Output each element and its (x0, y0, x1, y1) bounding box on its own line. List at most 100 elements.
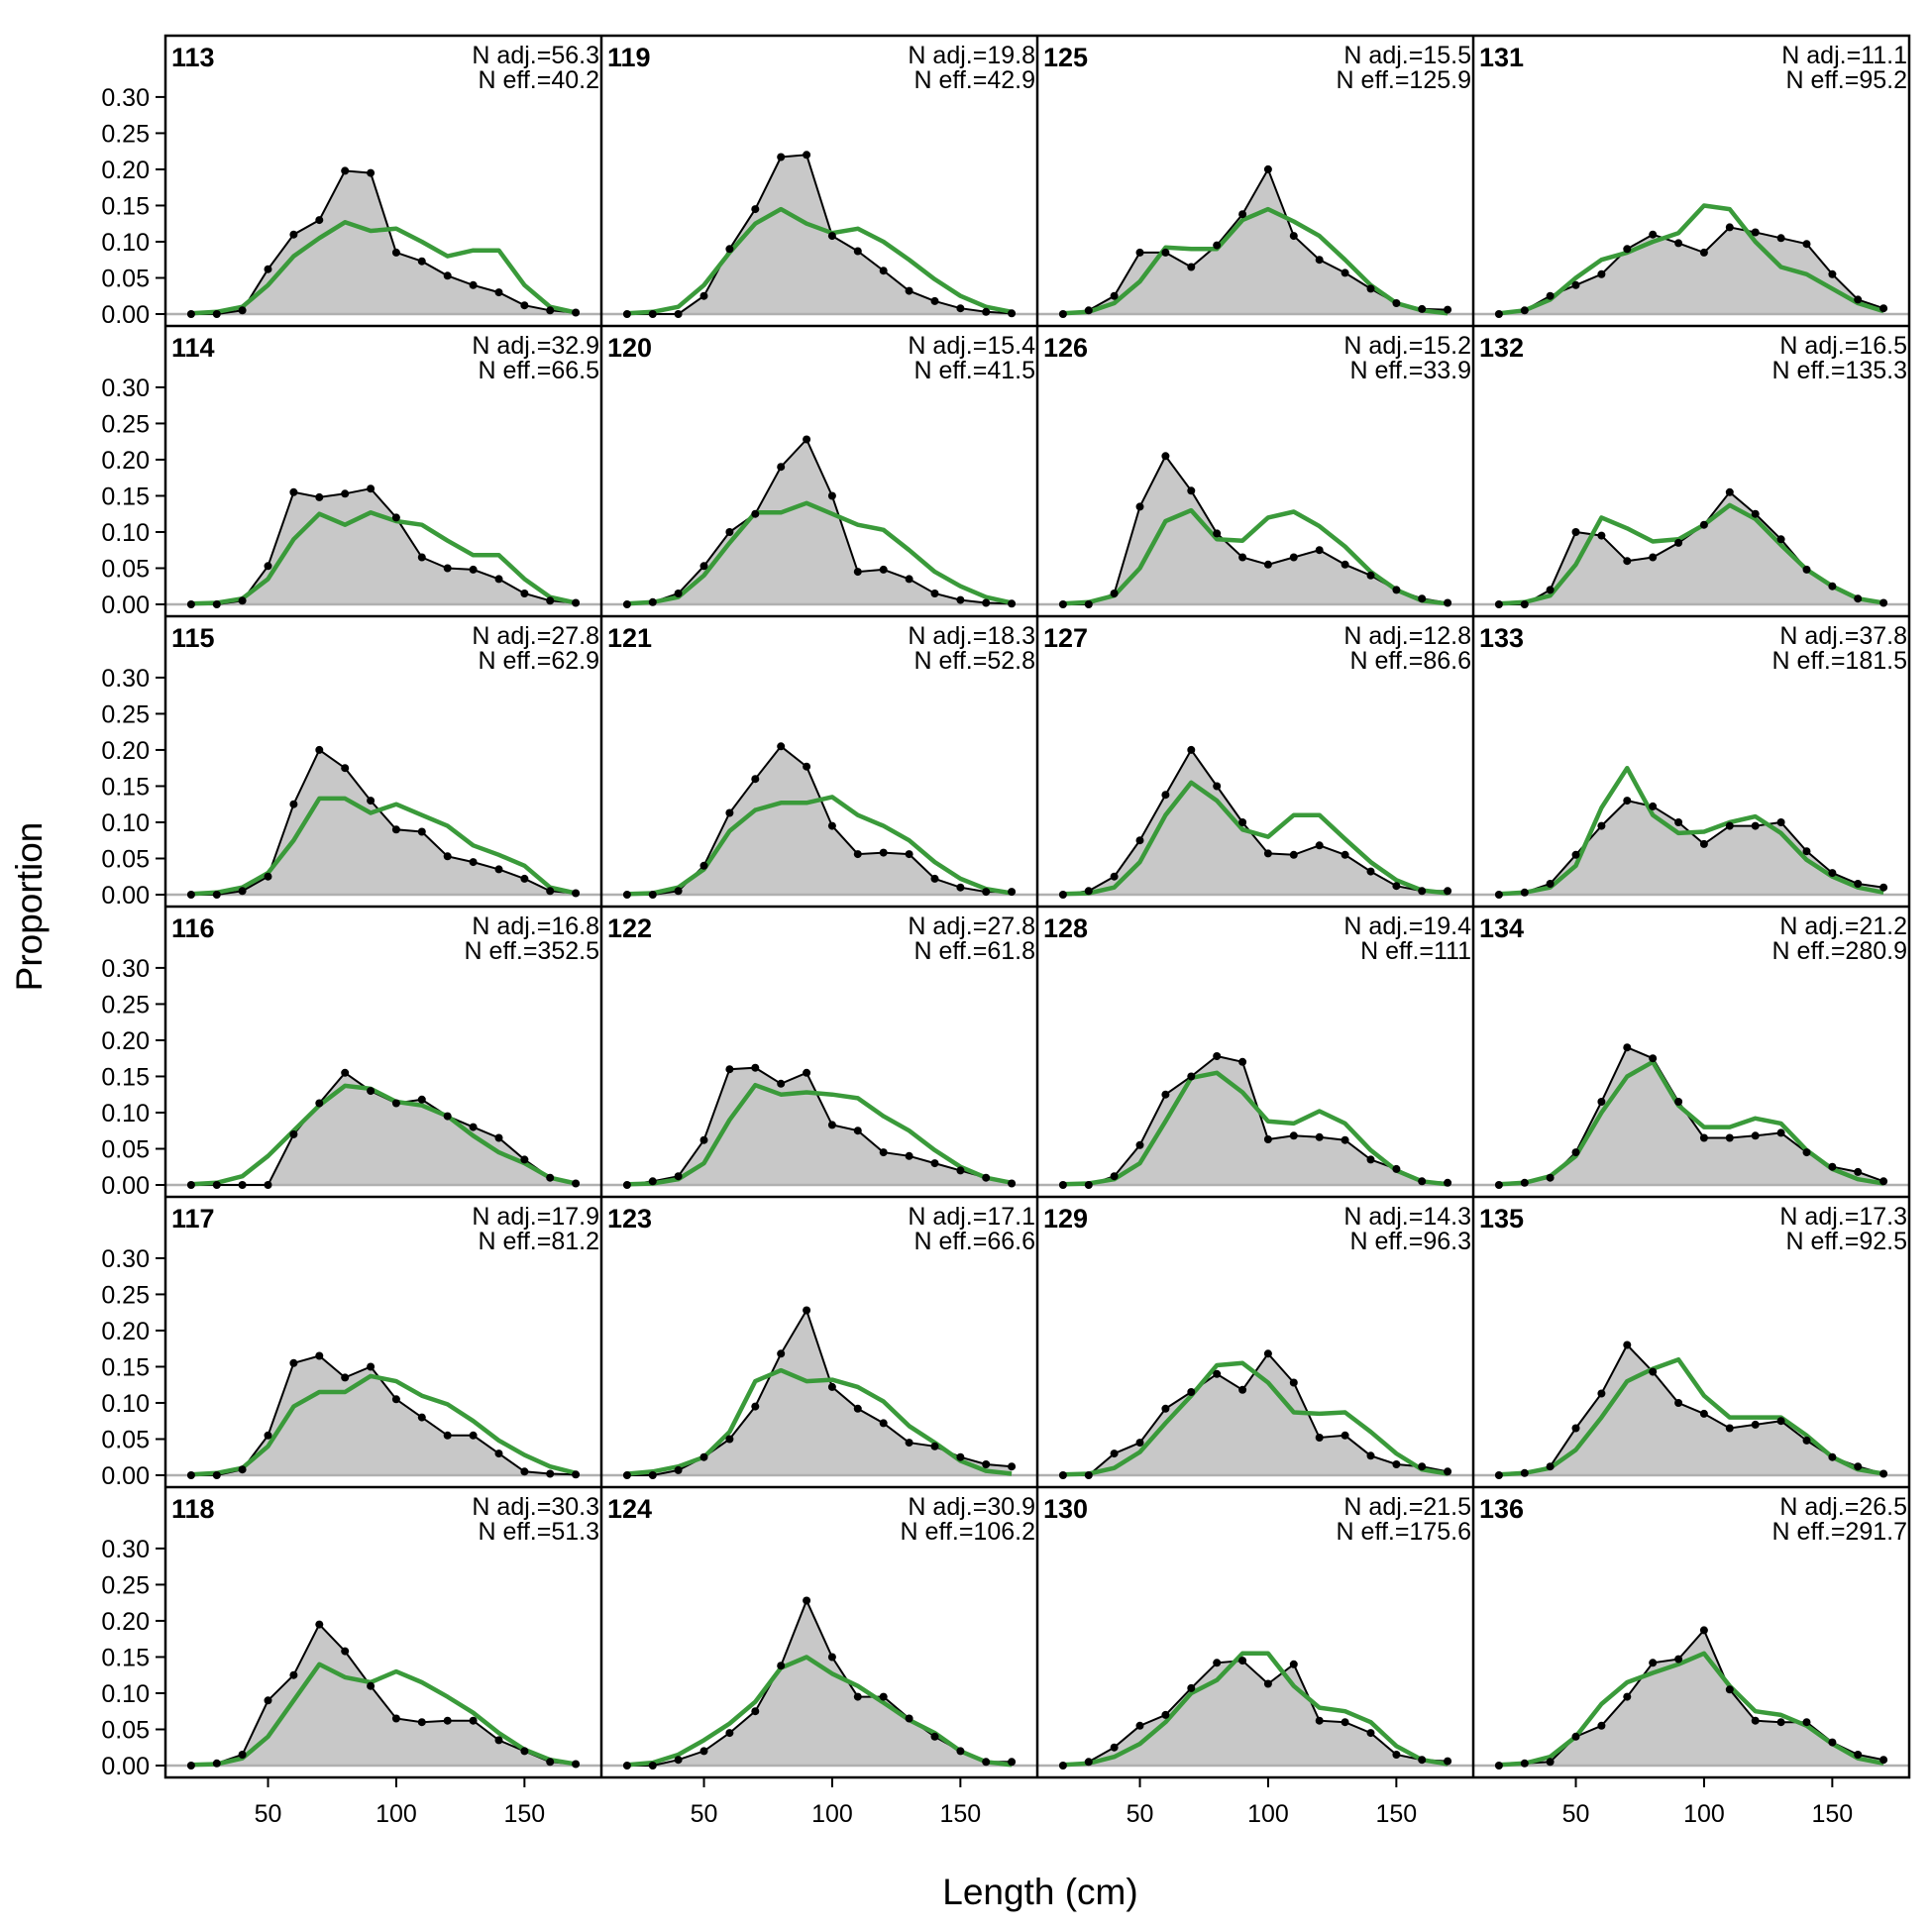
n-eff-126: N eff.=33.9 (1349, 357, 1471, 384)
observed-point-115-100 (391, 825, 400, 834)
observed-line-118 (190, 1622, 577, 1767)
x-tick-label: 50 (691, 1800, 718, 1828)
observed-point-132-130 (1776, 535, 1785, 544)
n-eff-118: N eff.=51.3 (478, 1518, 599, 1546)
y-tick-label: 0.20 (101, 1608, 150, 1636)
y-tick-label: 0.15 (101, 773, 150, 801)
observed-point-121-150 (956, 883, 965, 892)
observed-point-119-120 (879, 267, 888, 275)
expected-line-117 (190, 1373, 577, 1477)
observed-point-135-30 (1520, 1468, 1529, 1477)
observed-point-114-130 (469, 565, 478, 574)
observed-point-131-110 (1725, 223, 1734, 232)
observed-point-130-30 (1084, 1758, 1093, 1767)
observed-point-125-40 (1110, 291, 1119, 300)
observed-point-117-140 (494, 1449, 503, 1458)
expected-line-133 (1498, 765, 1884, 897)
x-tick-label: 50 (1562, 1800, 1590, 1828)
observed-point-134-70 (1623, 1043, 1632, 1052)
expected-line-132 (1498, 502, 1884, 606)
observed-point-115-90 (367, 797, 376, 805)
observed-point-130-100 (1263, 1679, 1272, 1688)
observed-point-116-160 (546, 1173, 555, 1182)
observed-area-129 (1062, 1353, 1449, 1475)
observed-point-118-90 (367, 1681, 376, 1690)
observed-point-135-20 (1494, 1471, 1503, 1479)
y-tick-label: 0.05 (101, 265, 150, 292)
n-eff-114: N eff.=66.5 (478, 357, 599, 384)
observed-point-125-90 (1238, 210, 1247, 219)
observed-point-126-50 (1135, 502, 1144, 511)
expected-line-128 (1062, 1070, 1449, 1187)
observed-point-124-20 (622, 1762, 631, 1770)
panel-114: 114 N adj.=32.9N eff.=66.5 (165, 332, 601, 608)
y-tick-label: 0.30 (101, 1245, 150, 1273)
observed-point-118-160 (546, 1758, 555, 1767)
y-tick-label: 0.00 (101, 1753, 150, 1780)
observed-point-122-100 (827, 1121, 836, 1129)
observed-point-120-150 (956, 595, 965, 604)
observed-point-121-160 (982, 888, 991, 897)
observed-point-132-40 (1546, 586, 1555, 594)
observed-point-115-170 (572, 889, 581, 898)
expected-line-116 (190, 1083, 577, 1187)
observed-point-124-130 (905, 1714, 913, 1723)
observed-point-129-50 (1135, 1439, 1144, 1448)
observed-point-123-110 (853, 1404, 862, 1413)
observed-point-119-100 (827, 232, 836, 241)
expected-line-120 (626, 500, 1013, 606)
observed-point-128-50 (1135, 1140, 1144, 1149)
panel-131: 131 N adj.=11.1N eff.=95.2 (1473, 42, 1909, 318)
n-adj-132: N adj.=16.5 (1779, 332, 1907, 360)
observed-point-127-30 (1084, 887, 1093, 896)
observed-point-132-110 (1725, 487, 1734, 496)
panel-124: 124 N adj.=30.9N eff.=106.2 (601, 1493, 1037, 1770)
observed-point-113-100 (391, 248, 400, 257)
observed-point-130-20 (1058, 1762, 1067, 1770)
observed-area-130 (1062, 1661, 1449, 1766)
panel-id-119: 119 (607, 43, 651, 72)
observed-point-124-40 (674, 1756, 683, 1765)
n-eff-120: N eff.=41.5 (913, 357, 1035, 384)
observed-point-123-120 (879, 1419, 888, 1428)
observed-point-136-90 (1674, 1655, 1683, 1664)
observed-point-134-90 (1674, 1098, 1683, 1106)
panel-borders (163, 34, 1911, 1779)
observed-point-114-90 (367, 484, 376, 493)
observed-point-123-80 (777, 1349, 786, 1358)
observed-point-124-120 (879, 1692, 888, 1701)
x-tick-label: 100 (376, 1800, 417, 1828)
n-eff-130: N eff.=175.6 (1337, 1518, 1471, 1546)
observed-point-122-150 (956, 1166, 965, 1175)
observed-point-128-140 (1366, 1155, 1375, 1164)
observed-point-127-120 (1315, 841, 1324, 850)
observed-point-116-140 (494, 1133, 503, 1142)
expected-line-129 (1062, 1360, 1449, 1477)
observed-point-120-20 (622, 600, 631, 608)
expected-line-118 (190, 1662, 577, 1768)
panel-123: 123 N adj.=17.1N eff.=66.6 (601, 1203, 1037, 1479)
observed-point-136-100 (1699, 1626, 1708, 1635)
n-adj-116: N adj.=16.8 (472, 912, 599, 940)
observed-point-128-130 (1341, 1135, 1349, 1144)
observed-point-115-140 (494, 865, 503, 874)
y-tick-label: 0.05 (101, 555, 150, 583)
observed-point-113-170 (572, 308, 581, 317)
observed-point-126-20 (1058, 600, 1067, 608)
observed-point-124-90 (803, 1596, 811, 1605)
observed-point-118-110 (417, 1718, 426, 1727)
panel-122: 122 N adj.=27.8N eff.=61.8 (601, 912, 1037, 1189)
observed-point-130-130 (1341, 1718, 1349, 1727)
x-tick-label: 50 (255, 1800, 282, 1828)
observed-point-125-100 (1263, 164, 1272, 173)
n-adj-121: N adj.=18.3 (908, 622, 1035, 650)
observed-point-114-110 (417, 553, 426, 562)
observed-point-125-80 (1213, 241, 1222, 250)
n-eff-113: N eff.=40.2 (478, 66, 599, 94)
observed-point-132-160 (1854, 594, 1863, 603)
expected-line-124 (626, 1655, 1013, 1768)
observed-point-117-110 (417, 1413, 426, 1422)
observed-area-131 (1498, 227, 1884, 314)
observed-point-114-70 (315, 492, 324, 501)
observed-point-134-100 (1699, 1133, 1708, 1142)
